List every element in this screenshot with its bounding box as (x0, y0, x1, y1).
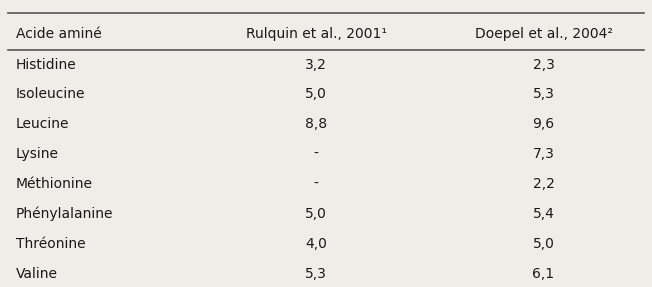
Text: Thréonine: Thréonine (16, 237, 85, 251)
Text: 3,2: 3,2 (305, 58, 327, 72)
Text: 2,2: 2,2 (533, 177, 554, 191)
Text: Acide aminé: Acide aminé (16, 27, 102, 41)
Text: Valine: Valine (16, 267, 57, 280)
Text: -: - (314, 177, 319, 191)
Text: 7,3: 7,3 (533, 147, 554, 161)
Text: Phénylalanine: Phénylalanine (16, 207, 113, 221)
Text: 5,3: 5,3 (533, 88, 554, 102)
Text: Méthionine: Méthionine (16, 177, 93, 191)
Text: 8,8: 8,8 (305, 117, 327, 131)
Text: 5,4: 5,4 (533, 207, 554, 221)
Text: Rulquin et al., 2001¹: Rulquin et al., 2001¹ (246, 27, 387, 41)
Text: 5,0: 5,0 (305, 207, 327, 221)
Text: 9,6: 9,6 (533, 117, 555, 131)
Text: 6,1: 6,1 (533, 267, 555, 280)
Text: 5,0: 5,0 (533, 237, 554, 251)
Text: Lysine: Lysine (16, 147, 59, 161)
Text: Leucine: Leucine (16, 117, 69, 131)
Text: Doepel et al., 2004²: Doepel et al., 2004² (475, 27, 612, 41)
Text: -: - (314, 147, 319, 161)
Text: Isoleucine: Isoleucine (16, 88, 85, 102)
Text: Histidine: Histidine (16, 58, 76, 72)
Text: 5,0: 5,0 (305, 88, 327, 102)
Text: 4,0: 4,0 (305, 237, 327, 251)
Text: 2,3: 2,3 (533, 58, 554, 72)
Text: 5,3: 5,3 (305, 267, 327, 280)
